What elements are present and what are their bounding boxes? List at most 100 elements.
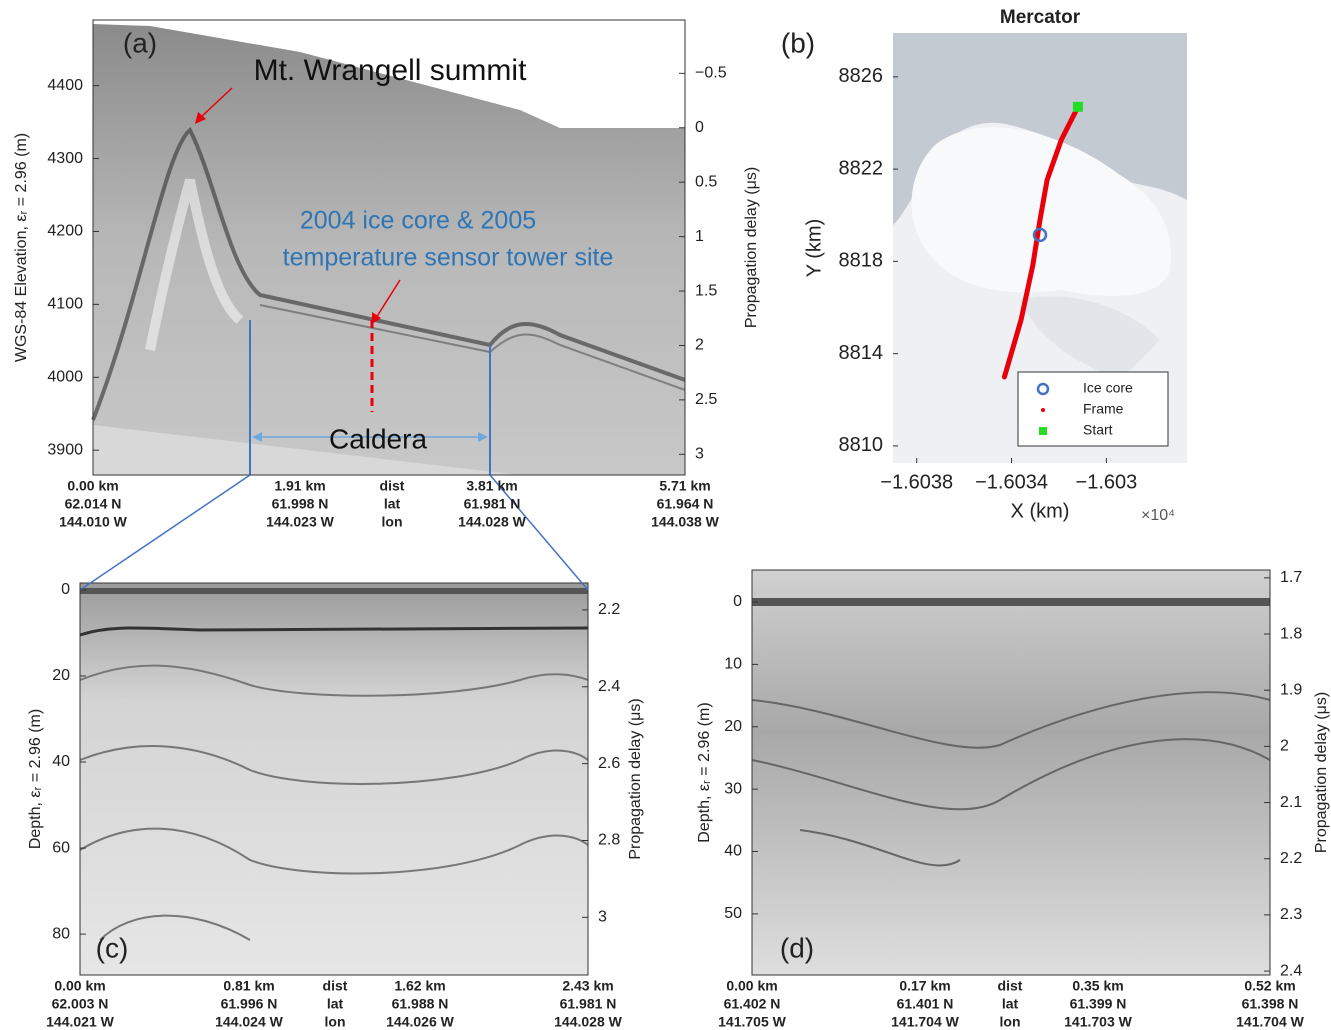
annotation: 2004 ice core & 2005 bbox=[300, 207, 536, 235]
y2-tick-label: 2.3 bbox=[1280, 906, 1302, 923]
radargram-c bbox=[79, 582, 589, 976]
y-axis-label: Depth, εᵣ = 2.96 (m) bbox=[696, 702, 713, 842]
legend-label: Frame bbox=[1083, 401, 1124, 417]
x-label: 61.988 N bbox=[392, 996, 449, 1012]
y-axis-label: WGS-84 Elevation, εᵣ = 2.96 (m) bbox=[13, 133, 30, 362]
y-tick-label: 4100 bbox=[47, 296, 83, 313]
y-tick-label: 3900 bbox=[47, 441, 83, 458]
y-tick-label: 10 bbox=[724, 656, 742, 673]
x-label: 61.402 N bbox=[724, 996, 781, 1012]
y-axis-label: Y (km) bbox=[803, 219, 825, 278]
y-tick-label: 40 bbox=[724, 843, 742, 860]
x-multiplier: ×10⁴ bbox=[1141, 507, 1175, 524]
x-label: 141.703 W bbox=[1064, 1014, 1132, 1030]
x-label: 144.028 W bbox=[458, 514, 526, 530]
annotation: Mt. Wrangell summit bbox=[254, 54, 527, 87]
ice-core bbox=[1032, 227, 1048, 243]
x-axis-label: X (km) bbox=[1011, 500, 1070, 522]
x-label: 61.964 N bbox=[657, 496, 714, 512]
y2-tick-label: 3 bbox=[695, 446, 704, 463]
x-label: 0.35 km bbox=[1072, 978, 1123, 994]
x-label: 0.00 km bbox=[54, 978, 105, 994]
y2-tick-label: 2.6 bbox=[598, 755, 620, 772]
y-tick-label: 8822 bbox=[839, 157, 884, 179]
x-label: lat bbox=[327, 996, 344, 1012]
y2-tick-label: 2.2 bbox=[1280, 850, 1302, 867]
y2-tick-label: 1.7 bbox=[1280, 569, 1302, 586]
y-tick-label: 8826 bbox=[839, 65, 884, 87]
annotation: Caldera bbox=[329, 423, 427, 454]
y-tick-label: 60 bbox=[52, 839, 70, 856]
x-label: 144.026 W bbox=[386, 1014, 454, 1030]
panel-label: (d) bbox=[780, 932, 814, 963]
radargram-d bbox=[751, 569, 1271, 976]
y2-tick-label: 2 bbox=[1280, 738, 1289, 755]
x-label: 0.52 km bbox=[1244, 978, 1295, 994]
x-label: 3.81 km bbox=[466, 478, 517, 494]
x-label: 5.71 km bbox=[659, 478, 710, 494]
y2-axis-label: Propagation delay (μs) bbox=[1313, 692, 1330, 853]
x-label: 144.028 W bbox=[554, 1014, 622, 1030]
x-label: 141.704 W bbox=[891, 1014, 959, 1030]
y2-tick-label: 2.8 bbox=[598, 832, 620, 849]
x-label: dist bbox=[998, 978, 1023, 994]
x-tick-label: −1.603 bbox=[1076, 471, 1138, 493]
x-label: 62.003 N bbox=[52, 996, 109, 1012]
y-tick-label: 8814 bbox=[839, 342, 884, 364]
y-tick-label: 30 bbox=[724, 780, 742, 797]
x-tick-label: −1.6038 bbox=[880, 471, 953, 493]
y2-tick-label: 1.5 bbox=[695, 282, 717, 299]
legend-label: Start bbox=[1083, 422, 1113, 438]
y2-tick-label: 2.2 bbox=[598, 601, 620, 618]
x-label: 61.399 N bbox=[1070, 996, 1127, 1012]
y2-tick-label: 2.1 bbox=[1280, 794, 1302, 811]
y2-tick-label: 3 bbox=[598, 909, 607, 926]
x-tick-label: −1.6034 bbox=[975, 471, 1048, 493]
y2-axis-label: Propagation delay (μs) bbox=[627, 698, 644, 859]
y-tick-label: 20 bbox=[724, 718, 742, 735]
x-label: 2.43 km bbox=[562, 978, 613, 994]
x-label: lat bbox=[1002, 996, 1019, 1012]
x-label: lon bbox=[325, 1014, 346, 1030]
x-label: 144.023 W bbox=[266, 514, 334, 530]
x-label: 61.981 N bbox=[464, 496, 521, 512]
x-label: 61.981 N bbox=[560, 996, 617, 1012]
panel-label: (a) bbox=[123, 27, 157, 58]
x-label: 0.17 km bbox=[899, 978, 950, 994]
x-label: 61.398 N bbox=[1242, 996, 1299, 1012]
x-label: 0.00 km bbox=[67, 478, 118, 494]
y-axis-label: Depth, εᵣ = 2.96 (m) bbox=[27, 709, 44, 849]
legend-symbol bbox=[1041, 408, 1045, 412]
x-label: dist bbox=[323, 978, 348, 994]
annotation: temperature sensor tower site bbox=[283, 244, 614, 272]
x-label: 1.62 km bbox=[394, 978, 445, 994]
x-label: 0.00 km bbox=[726, 978, 777, 994]
y2-tick-label: 2.4 bbox=[598, 678, 620, 695]
panel-label: (b) bbox=[781, 27, 815, 58]
x-label: lat bbox=[384, 496, 401, 512]
start bbox=[1072, 101, 1083, 112]
legend-label: Ice core bbox=[1083, 380, 1133, 396]
y2-tick-label: 2.4 bbox=[1280, 962, 1302, 979]
y-tick-label: 8818 bbox=[839, 250, 884, 272]
y-tick-label: 20 bbox=[52, 667, 70, 684]
x-label: 61.996 N bbox=[221, 996, 278, 1012]
x-label: 0.81 km bbox=[223, 978, 274, 994]
x-label: 61.998 N bbox=[272, 496, 329, 512]
y2-tick-label: 2 bbox=[695, 337, 704, 354]
x-label: 144.010 W bbox=[59, 514, 127, 530]
y2-axis-label: Propagation delay (μs) bbox=[743, 167, 760, 328]
x-label: 1.91 km bbox=[274, 478, 325, 494]
y2-tick-label: 1.9 bbox=[1280, 681, 1302, 698]
x-label: 141.704 W bbox=[1236, 1014, 1304, 1030]
radargram-a bbox=[91, 19, 686, 476]
y-tick-label: 80 bbox=[52, 925, 70, 942]
y2-tick-label: −0.5 bbox=[695, 65, 727, 82]
legend-symbol bbox=[1036, 382, 1050, 396]
x-label: 144.038 W bbox=[651, 514, 719, 530]
x-label: 62.014 N bbox=[65, 496, 122, 512]
x-label: lon bbox=[1000, 1014, 1021, 1030]
x-label: 141.705 W bbox=[718, 1014, 786, 1030]
x-label: 144.024 W bbox=[215, 1014, 283, 1030]
